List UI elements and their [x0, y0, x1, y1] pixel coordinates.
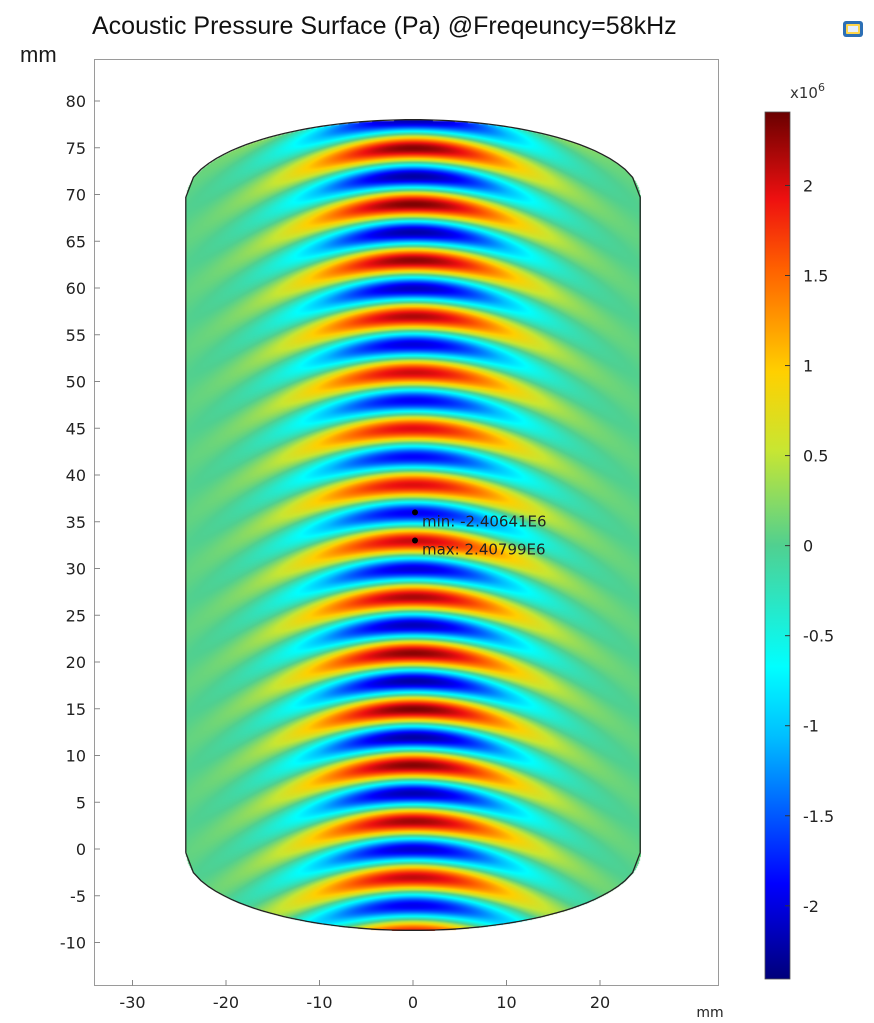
y-tick-label: 80 [66, 92, 86, 111]
x-axis-ticks: -30 -20 -10 0 10 20 [119, 980, 610, 1012]
colorbar-tick-label: 2 [803, 176, 813, 195]
colorbar-tick-label: -1 [803, 717, 819, 736]
y-tick-label: 45 [66, 419, 86, 438]
y-tick-label: 75 [66, 139, 86, 158]
y-tick-label: 0 [76, 840, 86, 859]
colorbar-tick-label: 1 [803, 357, 813, 376]
x-tick-label: 20 [590, 993, 610, 1012]
x-tick-label: 0 [408, 993, 418, 1012]
y-tick-label: 15 [66, 700, 86, 719]
x-tick-label: -10 [306, 993, 332, 1012]
y-tick-label: 70 [66, 186, 86, 205]
colorbar-tick-label: -0.5 [803, 627, 834, 646]
plot-frame [94, 59, 719, 986]
chart-title: Acoustic Pressure Surface (Pa) @Freqeunc… [92, 12, 677, 40]
y-tick-label: 20 [66, 653, 86, 672]
pressure-field-image [185, 119, 641, 931]
x-tick-label: 10 [496, 993, 516, 1012]
y-tick-label: 5 [76, 793, 86, 812]
y-tick-label: 30 [66, 560, 86, 579]
colorbar-ticks: -2 -1.5 -1 -0.5 0 0.5 1 1.5 2 [785, 176, 834, 916]
colorbar-multiplier-base: x10 [790, 84, 818, 102]
y-tick-label: -5 [70, 887, 86, 906]
colorbar-tick-label: -1.5 [803, 807, 834, 826]
colorbar-exponent: 6 [818, 81, 825, 94]
colorbar-tick-label: 0.5 [803, 447, 828, 466]
colorbar-tick-label: 0 [803, 537, 813, 556]
max-marker [412, 537, 418, 544]
y-tick-label: 25 [66, 606, 86, 625]
min-marker [412, 509, 418, 516]
min-label: min: -2.40641E6 [422, 512, 547, 530]
y-tick-label: 65 [66, 232, 86, 251]
y-tick-label: -10 [60, 934, 86, 953]
y-tick-label: 50 [66, 373, 86, 392]
max-label: max: 2.40799E6 [422, 540, 546, 558]
colorbar-multiplier: x106 [790, 81, 825, 102]
y-axis-unit-label: mm [20, 42, 57, 67]
y-tick-label: 55 [66, 326, 86, 345]
x-axis-unit-label: mm [696, 1005, 723, 1021]
colorbar-tick-label: -2 [803, 897, 819, 916]
x-tick-label: -20 [213, 993, 239, 1012]
colorbar-tick-label: 1.5 [803, 267, 828, 286]
y-tick-label: 10 [66, 747, 86, 766]
annotations: min: -2.40641E6 max: 2.40799E6 [412, 509, 547, 558]
y-axis-ticks: -10 -5 0 5 10 15 20 25 30 35 40 45 50 55 60 65 70 75 80 [60, 92, 100, 953]
y-tick-label: 35 [66, 513, 86, 532]
y-tick-label: 40 [66, 466, 86, 485]
domain-outline [185, 119, 641, 931]
plot-window-icon[interactable] [842, 20, 864, 38]
x-tick-label: -30 [119, 993, 145, 1012]
y-tick-label: 60 [66, 279, 86, 298]
